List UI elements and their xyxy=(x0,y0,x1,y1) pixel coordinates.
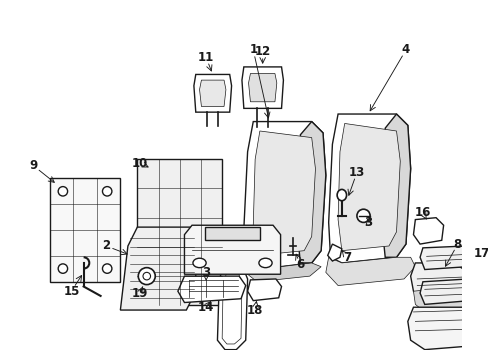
Text: 3: 3 xyxy=(202,266,210,279)
Polygon shape xyxy=(178,276,245,302)
Ellipse shape xyxy=(356,209,369,222)
Text: 18: 18 xyxy=(246,303,263,316)
Text: 19: 19 xyxy=(132,287,148,300)
Ellipse shape xyxy=(138,267,155,285)
Text: 6: 6 xyxy=(296,258,304,271)
Polygon shape xyxy=(217,263,247,350)
Polygon shape xyxy=(120,227,195,310)
Polygon shape xyxy=(244,122,325,270)
Polygon shape xyxy=(194,75,231,112)
Polygon shape xyxy=(413,218,443,244)
Text: 15: 15 xyxy=(63,285,80,298)
Text: 8: 8 xyxy=(453,238,461,251)
Polygon shape xyxy=(245,263,321,282)
Polygon shape xyxy=(242,67,283,108)
Text: 12: 12 xyxy=(254,45,270,58)
Polygon shape xyxy=(184,225,280,274)
Polygon shape xyxy=(413,285,467,312)
Polygon shape xyxy=(383,114,410,257)
Ellipse shape xyxy=(258,258,271,267)
Text: 7: 7 xyxy=(343,251,351,264)
Text: 4: 4 xyxy=(401,44,409,57)
Bar xyxy=(205,227,259,240)
Polygon shape xyxy=(327,244,341,261)
Text: 16: 16 xyxy=(414,207,430,220)
Polygon shape xyxy=(407,307,480,350)
Bar xyxy=(137,159,222,305)
Text: 2: 2 xyxy=(102,239,110,252)
Text: 1: 1 xyxy=(249,44,257,57)
Ellipse shape xyxy=(58,264,67,273)
Polygon shape xyxy=(325,257,414,285)
Ellipse shape xyxy=(193,258,206,267)
Text: 11: 11 xyxy=(198,51,214,64)
Text: 13: 13 xyxy=(348,166,365,179)
Polygon shape xyxy=(298,122,325,263)
Polygon shape xyxy=(337,123,400,251)
Polygon shape xyxy=(419,246,471,270)
Polygon shape xyxy=(419,279,473,305)
Text: 10: 10 xyxy=(132,157,148,170)
Polygon shape xyxy=(328,114,410,263)
Text: 9: 9 xyxy=(29,159,38,172)
Ellipse shape xyxy=(102,264,112,273)
Ellipse shape xyxy=(142,273,150,280)
Polygon shape xyxy=(199,80,225,107)
Polygon shape xyxy=(247,279,281,301)
Text: 17: 17 xyxy=(472,247,488,260)
Text: 3: 3 xyxy=(364,216,371,229)
Ellipse shape xyxy=(58,186,67,196)
Ellipse shape xyxy=(102,186,112,196)
Ellipse shape xyxy=(336,189,346,201)
Polygon shape xyxy=(253,131,315,255)
Polygon shape xyxy=(222,273,242,344)
Polygon shape xyxy=(248,73,276,102)
Polygon shape xyxy=(410,263,466,301)
Text: 5: 5 xyxy=(486,294,488,307)
Text: 14: 14 xyxy=(198,301,214,314)
Bar xyxy=(50,178,120,282)
